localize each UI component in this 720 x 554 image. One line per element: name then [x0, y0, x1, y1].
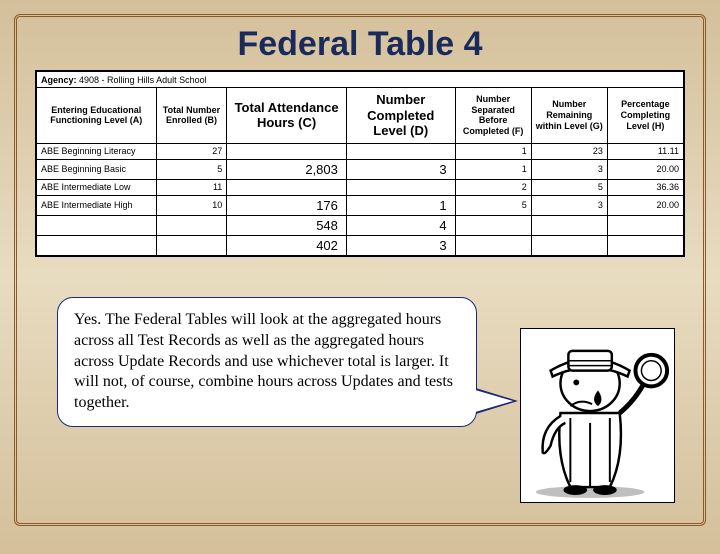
cell-level [37, 235, 157, 255]
cell-g: 5 [531, 179, 607, 195]
cell-d: 1 [346, 195, 455, 215]
cell-h: 20.00 [607, 159, 683, 179]
slide-title: Federal Table 4 [35, 25, 685, 64]
cell-level: ABE Beginning Literacy [37, 143, 157, 159]
cell-f: 2 [455, 179, 531, 195]
agency-value: 4908 - Rolling Hills Adult School [79, 75, 207, 85]
cell-b: 5 [156, 159, 227, 179]
cell-f: 1 [455, 159, 531, 179]
callout-tail [465, 387, 513, 415]
cell-b: 10 [156, 195, 227, 215]
col-d: Number Completed Level (D) [346, 88, 455, 144]
cell-h: 36.36 [607, 179, 683, 195]
cell-level: ABE Intermediate Low [37, 179, 157, 195]
cell-b [156, 235, 227, 255]
cell-level [37, 215, 157, 235]
cell-d: 3 [346, 235, 455, 255]
cell-d: 3 [346, 159, 455, 179]
cell-c: 176 [227, 195, 347, 215]
cell-f: 1 [455, 143, 531, 159]
cell-d: 4 [346, 215, 455, 235]
cell-g: 3 [531, 159, 607, 179]
data-table-container: Agency: 4908 - Rolling Hills Adult Schoo… [35, 70, 685, 257]
cell-b [156, 215, 227, 235]
cell-f [455, 235, 531, 255]
cell-g: 23 [531, 143, 607, 159]
agency-cell: Agency: 4908 - Rolling Hills Adult Schoo… [37, 72, 684, 88]
col-a: Entering Educational Functioning Level (… [37, 88, 157, 144]
agency-row: Agency: 4908 - Rolling Hills Adult Schoo… [37, 72, 684, 88]
slide-frame: Federal Table 4 Agency: 4908 - Rolling H… [14, 14, 706, 526]
cell-c [227, 143, 347, 159]
col-h: Percentage Completing Level (H) [607, 88, 683, 144]
cell-g [531, 215, 607, 235]
cell-d [346, 143, 455, 159]
cell-h [607, 215, 683, 235]
cell-level: ABE Intermediate High [37, 195, 157, 215]
callout-text: Yes. The Federal Tables will look at the… [74, 311, 453, 411]
header-row: Entering Educational Functioning Level (… [37, 88, 684, 144]
cell-d [346, 179, 455, 195]
table-row: 4023 [37, 235, 684, 255]
table-row: 5484 [37, 215, 684, 235]
col-b: Total Number Enrolled (B) [156, 88, 227, 144]
cell-g [531, 235, 607, 255]
cell-c: 548 [227, 215, 347, 235]
cell-c: 2,803 [227, 159, 347, 179]
cell-h: 11.11 [607, 143, 683, 159]
table-row: ABE Intermediate Low11 2536.36 [37, 179, 684, 195]
table-body: ABE Beginning Literacy2712311.11ABE Begi… [37, 143, 684, 255]
detective-image [520, 328, 675, 503]
table-row: ABE Beginning Literacy27 12311.11 [37, 143, 684, 159]
table-row: ABE Beginning Basic52,80331320.00 [37, 159, 684, 179]
cell-b: 27 [156, 143, 227, 159]
cell-h: 20.00 [607, 195, 683, 215]
cell-b: 11 [156, 179, 227, 195]
cell-h [607, 235, 683, 255]
speech-callout: Yes. The Federal Tables will look at the… [57, 297, 477, 427]
col-g: Number Remaining within Level (G) [531, 88, 607, 144]
cell-level: ABE Beginning Basic [37, 159, 157, 179]
col-c: Total Attendance Hours (C) [227, 88, 347, 144]
cell-c: 402 [227, 235, 347, 255]
cell-g: 3 [531, 195, 607, 215]
cell-f [455, 215, 531, 235]
cell-c [227, 179, 347, 195]
federal-table: Agency: 4908 - Rolling Hills Adult Schoo… [36, 71, 684, 256]
col-f: Number Separated Before Completed (F) [455, 88, 531, 144]
detective-icon [521, 329, 674, 502]
table-row: ABE Intermediate High1017615320.00 [37, 195, 684, 215]
agency-label: Agency: [41, 75, 77, 85]
cell-f: 5 [455, 195, 531, 215]
